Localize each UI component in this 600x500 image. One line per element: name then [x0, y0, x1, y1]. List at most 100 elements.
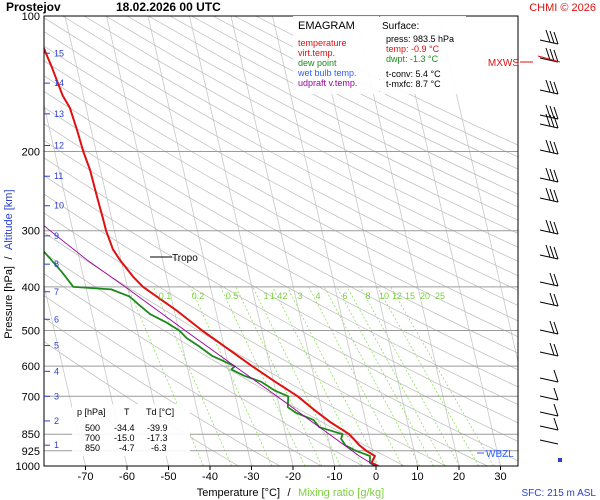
y-axis-title-sep: / — [3, 256, 15, 260]
altitude-tick-label: 8 — [54, 259, 59, 269]
isotherm-line — [44, 283, 86, 466]
mxws-marker: MXWS — [488, 58, 533, 69]
altitude-tick-label: 4 — [54, 366, 59, 376]
wind-barb — [539, 254, 559, 260]
altitude-tick-label: 14 — [54, 78, 64, 88]
table-header-p: p [hPa] — [77, 407, 106, 417]
x-axis-title-sep: / — [287, 487, 291, 499]
y-axis-title-altitude: Altitude [km] — [3, 189, 15, 250]
temperature-tick-label: -30 — [244, 471, 260, 483]
station-name: Prostejov — [6, 0, 61, 14]
mixing-ratio-line — [336, 286, 434, 466]
wind-barb — [539, 229, 559, 235]
x-axis-title: Temperature [°C] / Mixing ratio [g/kg] — [197, 487, 384, 499]
sounding-series — [44, 45, 379, 466]
altitude-tick-label: 2 — [54, 416, 59, 426]
table-cell: 500 — [85, 423, 100, 433]
mixing-ratio-line — [127, 286, 204, 466]
wbzl-label: WBZL — [486, 449, 514, 460]
tropopause-marker: Tropo — [150, 253, 198, 264]
dry-adiabat — [44, 75, 518, 338]
altitude-tick-label: 13 — [54, 109, 64, 119]
wind-barb-feather — [553, 387, 559, 401]
wind-barb-feather — [553, 417, 559, 431]
surface-tconv: t-conv: 5.4 °C — [386, 69, 441, 79]
wind-barb — [539, 89, 559, 95]
level-table: p [hPa] T Td [°C] 500 -34.4 -39.9 700 -1… — [72, 404, 190, 456]
wind-barb-feather — [545, 219, 551, 233]
wind-barb-feather — [545, 187, 551, 201]
temperature-tick-label: 10 — [411, 471, 423, 483]
legend-item-updraft: udpraft v.temp. — [298, 78, 357, 88]
wind-barb-feather — [553, 31, 559, 45]
surface-temp: temp: -0.9 °C — [386, 44, 440, 54]
wind-barb-feather — [553, 293, 559, 307]
legend-item-dew-point: dew point — [298, 58, 337, 68]
wind-barb-feather — [549, 105, 555, 119]
wind-barb-feather — [549, 292, 555, 306]
legend-title: EMAGRAM — [298, 20, 355, 32]
wind-barb-feather — [549, 342, 555, 356]
max-wind-barb — [537, 55, 561, 63]
mixing-ratio-line — [286, 286, 379, 466]
altitude-tick-label: 6 — [54, 314, 59, 324]
mixing-ratio-label: 12 — [392, 291, 402, 301]
axes: 0.1 0.2 0.5 1 1.4 2 3 4 6 8 10 12 15 20 25100200300400… — [16, 11, 519, 483]
temperature-tick-label: -60 — [119, 471, 135, 483]
pressure-tick-label: 200 — [22, 146, 40, 158]
mixing-ratio-line — [190, 286, 273, 466]
table-cell: -39.9 — [147, 423, 168, 433]
wind-barb-feather — [553, 273, 559, 287]
wind-barb — [539, 123, 559, 129]
wind-barb-feather — [549, 320, 555, 334]
mixing-ratio-label: 6 — [342, 291, 347, 301]
altitude-tick-label: 10 — [54, 201, 64, 211]
table-header-t: T — [124, 407, 130, 417]
wind-barb-feather — [553, 369, 559, 383]
dry-adiabat — [83, 16, 518, 248]
surface-elevation: SFC: 215 m ASL — [522, 488, 597, 499]
mixing-ratio-line — [323, 286, 420, 466]
mxws-label: MXWS — [488, 58, 519, 69]
wind-barb — [539, 377, 559, 383]
wind-barb-feather — [545, 244, 551, 258]
mixing-ratio-label: 10 — [379, 291, 389, 301]
altitude-tick-label: 7 — [54, 287, 59, 297]
temperature-tick-label: 20 — [453, 471, 465, 483]
pressure-tick-label: 300 — [22, 226, 40, 238]
wind-barb — [539, 149, 559, 155]
wind-barb — [539, 351, 559, 357]
pressure-tick-label: 1000 — [16, 461, 40, 473]
wind-barb-feather — [549, 30, 555, 44]
mixing-ratio-label: 25 — [435, 291, 445, 301]
wind-barb — [539, 197, 559, 203]
pressure-tick-label: 500 — [22, 326, 40, 338]
wind-barb-feather — [549, 272, 555, 286]
wind-barb-feather — [545, 29, 551, 43]
wind-barb — [539, 439, 559, 445]
wind-barb-feather — [553, 115, 559, 129]
wind-barb-feather — [549, 114, 555, 128]
isotherm-line — [272, 16, 377, 466]
wind-barb — [539, 281, 559, 287]
wind-barb-feather — [553, 81, 559, 95]
wind-barb — [539, 425, 559, 431]
altitude-tick-label: 9 — [54, 231, 59, 241]
pressure-tick-label: 400 — [22, 282, 40, 294]
wind-barb-feather — [549, 245, 555, 259]
dry-adiabat — [105, 16, 518, 234]
isotherm-line — [230, 16, 335, 466]
wind-barb-feather — [549, 168, 555, 182]
wind-barb-feather — [545, 79, 551, 93]
mixing-ratio-label: 1.4 — [270, 291, 283, 301]
wind-barbs-panel — [537, 29, 562, 462]
wind-barb-feather — [545, 139, 551, 153]
mixing-ratio-label: 0.2 — [192, 291, 205, 301]
mixing-ratio-line — [220, 286, 306, 466]
pressure-grid — [44, 150, 518, 452]
altitude-tick-label: 3 — [54, 391, 59, 401]
mixing-ratio-line — [153, 286, 232, 466]
credit-label: CHMI © 2026 — [529, 2, 596, 14]
legend-item-temperature: temperature — [298, 38, 347, 48]
